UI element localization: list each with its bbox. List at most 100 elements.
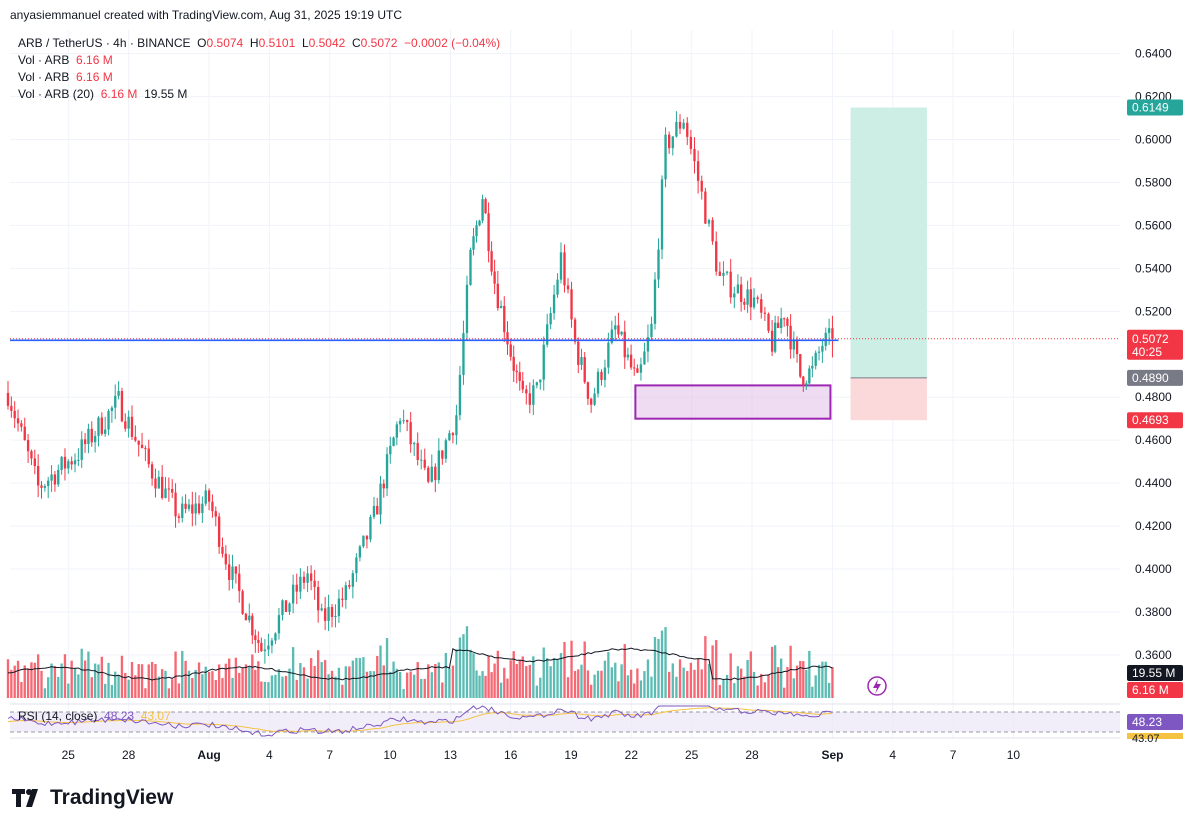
candle-body (559, 252, 563, 280)
candle-body (749, 289, 752, 308)
candle-body (154, 478, 157, 489)
candle-body (107, 410, 110, 430)
volume-bar (191, 678, 194, 698)
rsi-label: RSI (14, close) (18, 709, 98, 723)
volume-bar (70, 660, 73, 698)
candle-body (469, 249, 472, 285)
candle-body (542, 344, 545, 380)
high-value: 0.5101 (258, 36, 296, 50)
tradingview-logo-icon (12, 789, 38, 807)
candle-body (739, 284, 743, 302)
volume-bar (444, 652, 448, 698)
volume-bar (100, 656, 104, 698)
volume-bar (47, 677, 50, 698)
volume-bar (693, 669, 696, 698)
volume-bar (725, 674, 729, 698)
candle-body (114, 395, 117, 408)
candle-body (525, 389, 528, 394)
candle-body (499, 305, 503, 309)
candle-body (251, 615, 254, 636)
change-value: −0.0002 (−0.04%) (404, 36, 501, 50)
volume-bar (657, 638, 660, 698)
candle-body (341, 598, 344, 600)
demand-zone-box (634, 384, 832, 420)
candle-body (124, 421, 127, 429)
candle-body (23, 426, 26, 441)
volume-bar (614, 662, 617, 698)
volume-bar (260, 681, 263, 698)
candle-body (633, 367, 636, 369)
volume-bar (707, 664, 711, 698)
volume-bar (107, 662, 110, 698)
candle-body (689, 136, 693, 149)
candle-body (682, 122, 685, 129)
candle-body (650, 323, 653, 338)
volume-bar (546, 658, 549, 698)
candle-body (639, 364, 643, 373)
candle-body (493, 271, 496, 284)
candlesticks (6, 111, 834, 664)
volume-bar (437, 662, 440, 698)
volume-bar (385, 638, 389, 698)
candle-body (385, 454, 389, 489)
candle-body (90, 428, 93, 443)
candle-body (214, 511, 217, 517)
candle-body (752, 297, 756, 308)
candle-body (167, 488, 171, 490)
price-tick-label: 0.5600 (1135, 218, 1172, 232)
volume-bar (767, 674, 770, 698)
candle-body (481, 199, 484, 221)
volume-bar (157, 676, 160, 698)
high-label: H (249, 36, 259, 50)
candle-body (392, 437, 395, 446)
price-tick-label: 0.4000 (1135, 562, 1172, 576)
volume-bar (776, 667, 780, 698)
volume-bar (313, 665, 316, 698)
volume-bar (518, 659, 521, 698)
volume-bar (525, 666, 528, 698)
volume-bar (217, 664, 221, 698)
volume-bar (140, 664, 144, 698)
candle-body (783, 318, 786, 320)
volume-value: 6.16 M (100, 87, 138, 101)
volume-bar (736, 666, 740, 698)
volume-bar (33, 662, 36, 698)
candle-body (490, 251, 493, 272)
tradingview-logo[interactable]: TradingView (12, 786, 173, 810)
candle-body (134, 436, 137, 441)
volume-bar (344, 666, 347, 698)
volume-bar (686, 671, 689, 698)
candle-body (549, 313, 552, 325)
volume-bar (821, 661, 824, 698)
candle-body (369, 516, 372, 540)
volume-bar (238, 672, 241, 698)
volume-bar (423, 678, 426, 698)
candle-body (288, 603, 291, 612)
volume-ma-badge: 19.55 M (1132, 666, 1175, 680)
candle-body (398, 420, 402, 425)
volume-bar (277, 669, 281, 698)
volume-bar (323, 660, 327, 698)
volume-bar (263, 681, 267, 698)
candle-body (299, 576, 302, 592)
price-tick-label: 0.5400 (1135, 261, 1172, 275)
volume-bar (633, 683, 636, 698)
volume-bar (154, 663, 157, 698)
candle-body (211, 501, 214, 512)
candle-body (623, 331, 626, 358)
volume-bar (284, 675, 288, 698)
volume-bar (481, 671, 484, 698)
candle-body (518, 372, 521, 381)
volume-bar (484, 675, 487, 698)
candle-body (573, 319, 577, 342)
volume-bar (542, 647, 545, 698)
candle-body (821, 345, 824, 352)
volume-bar (83, 660, 87, 698)
time-tick-label: Aug (197, 748, 220, 762)
candle-body (546, 324, 549, 345)
candle-body (221, 546, 224, 554)
candle-body (434, 466, 437, 481)
candle-body (620, 331, 623, 335)
volume-bar (643, 671, 646, 698)
